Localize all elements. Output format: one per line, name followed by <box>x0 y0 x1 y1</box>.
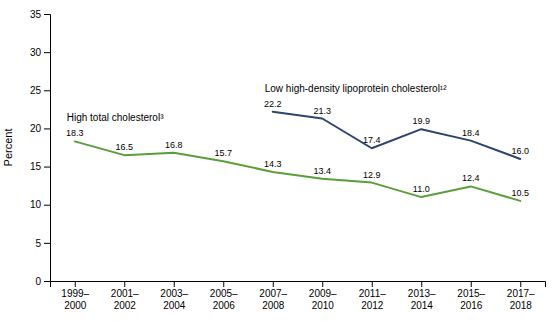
data-label: 18.4 <box>462 128 480 138</box>
data-label: 16.8 <box>165 140 183 150</box>
y-tick-label: 15 <box>30 161 42 172</box>
data-label: 16.5 <box>115 142 133 152</box>
y-tick-label: 10 <box>30 199 42 210</box>
x-tick-mark <box>322 281 323 287</box>
y-tick: 20 <box>30 123 50 134</box>
x-tick: 2017–2018 <box>507 281 535 311</box>
y-tick-mark <box>44 205 50 206</box>
y-tick-mark <box>44 167 50 168</box>
x-tick-label: 2003–2004 <box>160 288 188 311</box>
x-tick: 2007–2008 <box>259 281 287 311</box>
data-label: 17.4 <box>363 135 381 145</box>
x-tick-label: 2015–2016 <box>457 288 485 311</box>
y-tick-mark <box>44 90 50 91</box>
x-tick-label: 2017–2018 <box>507 288 535 311</box>
x-tick: 2011–2012 <box>359 281 387 311</box>
y-tick-label: 0 <box>35 276 41 287</box>
x-tick-label: 2001–2002 <box>111 288 139 311</box>
data-label: 12.4 <box>462 173 480 183</box>
y-tick: 35 <box>30 9 50 20</box>
y-tick-mark <box>44 52 50 53</box>
chart: 0 5 10 15 20 25 30 35 1999–2000 2001–2002 2003–200… <box>0 0 560 321</box>
y-tick-label: 35 <box>30 9 42 20</box>
data-label: 22.2 <box>264 99 282 109</box>
lines <box>75 112 521 201</box>
data-label: 11.0 <box>413 184 430 194</box>
y-tick-label: 25 <box>30 85 42 96</box>
x-tick: 2005–2006 <box>210 281 238 311</box>
y-tick: 5 <box>35 238 50 249</box>
x-tick-mark <box>174 281 175 287</box>
x-tick-mark <box>75 281 76 287</box>
x-tick-label: 1999–2000 <box>61 288 89 311</box>
y-axis-title: Percent <box>2 129 14 167</box>
data-label: 12.9 <box>363 170 381 180</box>
x-tick-mark <box>421 281 422 287</box>
y-tick: 15 <box>30 161 50 172</box>
x-tick-mark <box>124 281 125 287</box>
data-label: 21.3 <box>313 106 331 116</box>
x-tick-mark <box>372 281 373 287</box>
plot: 0 5 10 15 20 25 30 35 1999–2000 2001–2002 2003–200… <box>2 9 546 311</box>
data-label: 14.3 <box>264 159 282 169</box>
data-label: 18.3 <box>66 128 84 138</box>
y-tick-label: 30 <box>30 47 42 58</box>
x-tick: 1999–2000 <box>61 281 89 311</box>
x-tick: 2009–2010 <box>309 281 337 311</box>
y-tick-mark <box>44 14 50 15</box>
data-label: 15.7 <box>214 148 232 158</box>
y-tick-mark <box>44 281 50 282</box>
y-tick-label: 5 <box>35 238 41 249</box>
x-tick-label: 2011–2012 <box>359 288 387 311</box>
x-tick-mark <box>471 281 472 287</box>
y-tick: 0 <box>35 276 50 287</box>
x-tick-mark <box>520 281 521 287</box>
series-line <box>75 141 521 201</box>
y-axis-line <box>44 15 51 282</box>
x-tick-mark <box>223 281 224 287</box>
x-tick: 2001–2002 <box>111 281 139 311</box>
series-label: High total cholesterol³ <box>67 112 164 123</box>
y-axis: 0 5 10 15 20 25 30 35 <box>30 9 51 287</box>
series-line <box>273 112 521 159</box>
x-axis: 1999–2000 2001–2002 2003–2004 2005–2006 2007… <box>51 281 546 311</box>
x-tick-label: 2009–2010 <box>309 288 337 311</box>
x-tick-label: 2005–2006 <box>210 288 238 311</box>
x-tick: 2013–2014 <box>408 281 436 311</box>
data-label: 13.4 <box>313 166 331 176</box>
y-tick-mark <box>44 128 50 129</box>
y-tick-label: 20 <box>30 123 42 134</box>
y-tick: 10 <box>30 199 50 210</box>
x-axis-line <box>51 282 546 288</box>
y-tick: 25 <box>30 85 50 96</box>
data-label: 10.5 <box>511 188 529 198</box>
data-label: 19.9 <box>412 116 430 126</box>
series-label: Low high-density lipoprotein cholesterol… <box>265 83 447 94</box>
y-tick: 30 <box>30 47 50 58</box>
data-label: 16.0 <box>511 146 529 156</box>
x-tick-label: 2013–2014 <box>408 288 436 311</box>
x-tick-label: 2007–2008 <box>259 288 287 311</box>
x-tick-mark <box>273 281 274 287</box>
y-tick-mark <box>44 243 50 244</box>
text-layer: 18.3 16.5 16.8 15.7 14.3 13.4 12.9 11.0 12.4 10.5… <box>66 83 529 198</box>
x-tick: 2015–2016 <box>457 281 485 311</box>
x-tick: 2003–2004 <box>160 281 188 311</box>
